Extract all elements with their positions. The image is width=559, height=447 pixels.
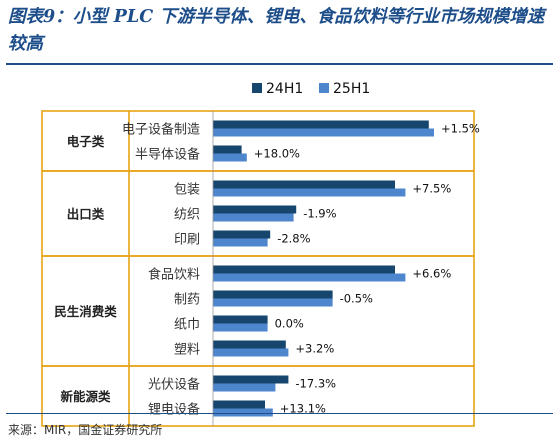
bar-24H1 [213, 315, 268, 324]
legend-label-25H1: 25H1 [333, 81, 370, 97]
bar-25H1 [213, 238, 268, 247]
data-label: +1.5% [441, 122, 480, 136]
category-label: 纺织 [174, 208, 200, 223]
chart-title: 图表9：小型 PLC 下游半导体、锂电、食品饮料等行业市场规模增速较高 [8, 7, 545, 54]
category-label: 塑料 [174, 343, 200, 358]
group-box-3 [41, 365, 475, 427]
data-label: +7.5% [412, 182, 451, 196]
bar-25H1 [213, 383, 276, 392]
bar-25H1 [213, 153, 247, 162]
data-label: +3.2% [295, 342, 334, 356]
category-label: 制药 [174, 293, 200, 308]
bar-25H1 [213, 408, 273, 417]
bar-25H1 [213, 188, 406, 197]
bar-24H1 [213, 230, 271, 239]
title-rule [6, 63, 553, 65]
bar-24H1 [213, 340, 286, 349]
bar-25H1 [213, 213, 294, 222]
group-label: 民生消费类 [54, 304, 117, 319]
source-note: 来源：MIR，国金证券研究所 [8, 423, 163, 437]
bar-24H1 [213, 180, 395, 189]
bar-24H1 [213, 290, 333, 299]
bar-24H1 [213, 375, 289, 384]
group-label: 电子类 [67, 134, 105, 149]
legend-swatch-25H1 [319, 83, 329, 93]
bar-24H1 [213, 205, 297, 214]
legend-swatch-24H1 [252, 83, 262, 93]
category-label: 光伏设备 [148, 377, 200, 393]
bar-25H1 [213, 273, 406, 282]
data-label: +13.1% [280, 402, 326, 416]
category-label: 纸巾 [174, 318, 200, 333]
bar-25H1 [213, 298, 333, 307]
bar-24H1 [213, 120, 429, 129]
bar-24H1 [213, 400, 265, 409]
category-label: 锂电设备 [148, 402, 200, 418]
data-label: -17.3% [295, 377, 336, 391]
source-rule [6, 413, 553, 414]
category-label: 电子设备制造 [122, 122, 200, 138]
bar-24H1 [213, 265, 395, 274]
data-label: 0.0% [275, 317, 304, 331]
group-label: 出口类 [67, 207, 105, 222]
bar-25H1 [213, 128, 434, 137]
data-label: +18.0% [254, 147, 300, 161]
legend-label-24H1: 24H1 [266, 81, 303, 97]
category-label: 印刷 [174, 233, 200, 248]
bar-25H1 [213, 323, 268, 332]
category-label: 食品饮料 [148, 267, 200, 283]
bar-24H1 [213, 145, 242, 154]
data-label: -0.5% [340, 292, 373, 306]
data-label: -2.8% [277, 232, 310, 246]
data-label: -1.9% [303, 207, 336, 221]
group-label: 新能源类 [60, 389, 111, 404]
category-label: 半导体设备 [135, 147, 200, 163]
data-label: +6.6% [412, 267, 451, 281]
bar-25H1 [213, 348, 289, 357]
group-box-0 [41, 110, 475, 172]
category-label: 包装 [174, 183, 200, 198]
